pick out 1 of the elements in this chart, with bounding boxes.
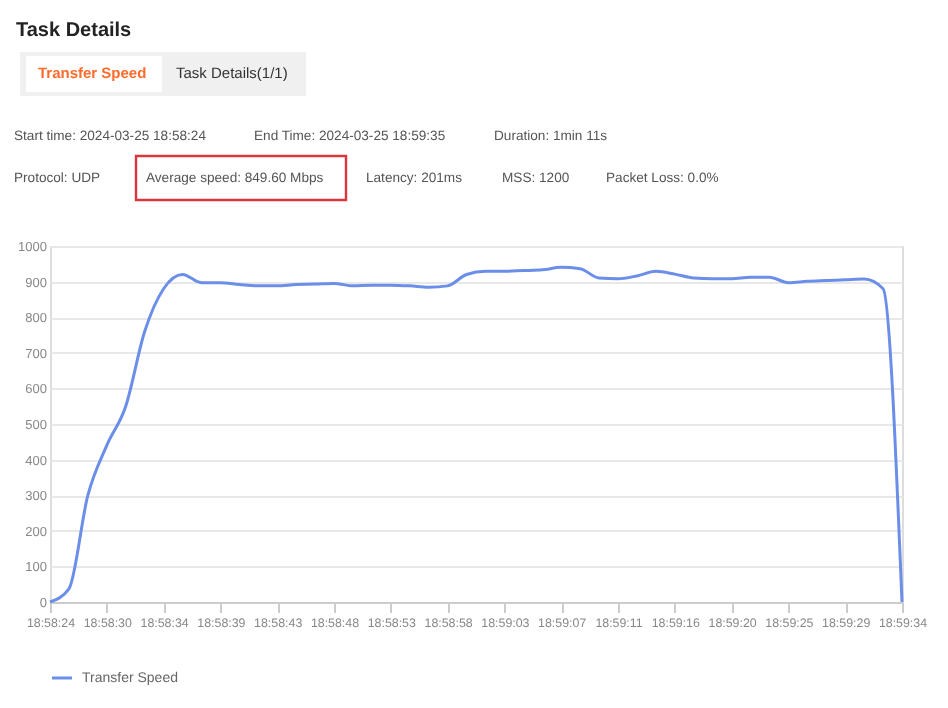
chart-title: Task Details	[16, 20, 133, 42]
